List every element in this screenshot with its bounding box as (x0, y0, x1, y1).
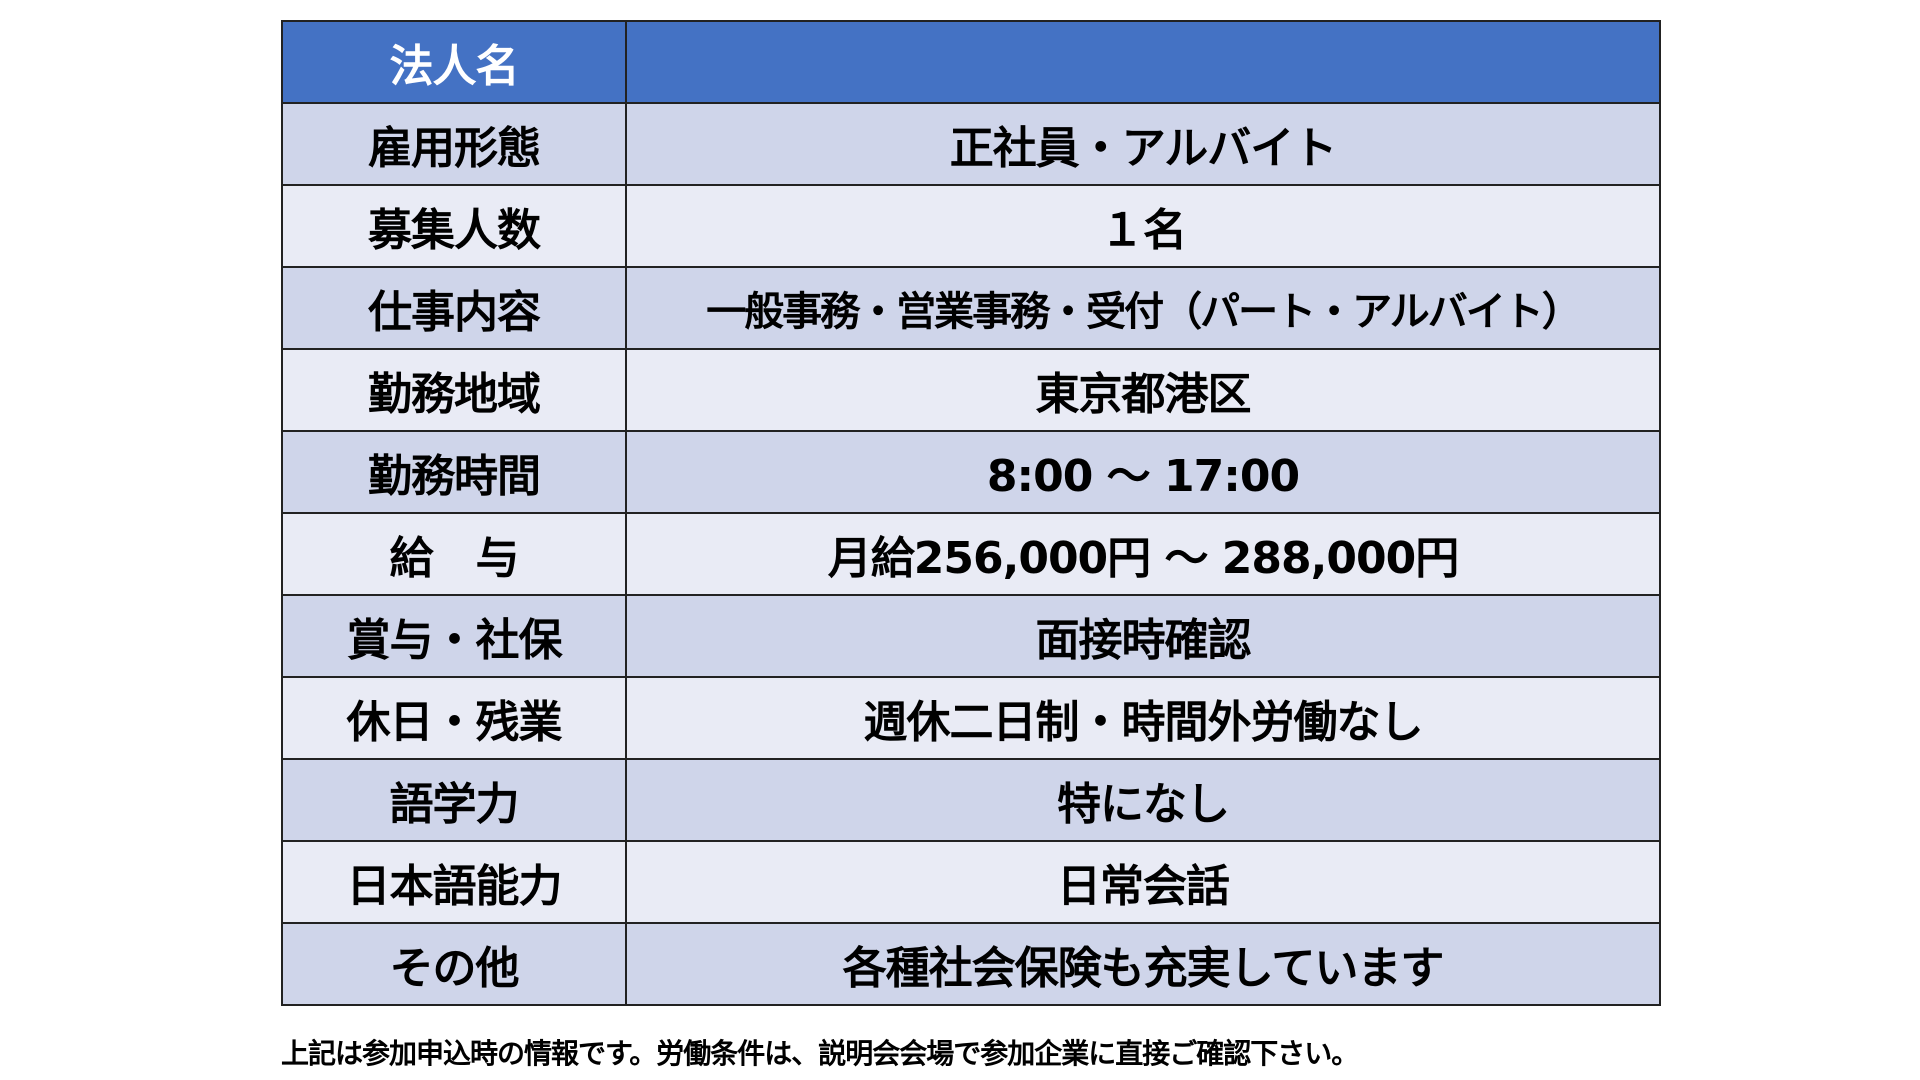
table-row: 日本語能力 日常会話 (281, 840, 1661, 924)
row-value: 日常会話 (625, 840, 1661, 924)
table-row: 休日・残業 週休二日制・時間外労働なし (281, 676, 1661, 760)
row-label: 仕事内容 (281, 266, 627, 350)
table-row: 雇用形態 正社員・アルバイト (281, 102, 1661, 186)
row-label: 休日・残業 (281, 676, 627, 760)
row-label: 勤務地域 (281, 348, 627, 432)
company-name-value (625, 20, 1661, 104)
footnote: 上記は参加申込時の情報です。労働条件は、説明会会場で参加企業に直接ご確認下さい。 (281, 1037, 1359, 1070)
row-value: 面接時確認 (625, 594, 1661, 678)
row-label: その他 (281, 922, 627, 1006)
row-value: 特になし (625, 758, 1661, 842)
row-value: 週休二日制・時間外労働なし (625, 676, 1661, 760)
row-value: 一般事務・営業事務・受付（パート・アルバイト） (625, 266, 1661, 350)
row-label: 日本語能力 (281, 840, 627, 924)
row-value: １名 (625, 184, 1661, 268)
company-name-label: 法人名 (281, 20, 627, 104)
row-label: 雇用形態 (281, 102, 627, 186)
table-row: 給 与 月給256,000円 ～ 288,000円 (281, 512, 1661, 596)
row-label: 募集人数 (281, 184, 627, 268)
row-value: 8:00 ～ 17:00 (625, 430, 1661, 514)
table-row: 募集人数 １名 (281, 184, 1661, 268)
row-label: 語学力 (281, 758, 627, 842)
row-value: 東京都港区 (625, 348, 1661, 432)
row-label: 賞与・社保 (281, 594, 627, 678)
table-row: 勤務時間 8:00 ～ 17:00 (281, 430, 1661, 514)
table-header-row: 法人名 (281, 20, 1661, 104)
row-label: 給 与 (281, 512, 627, 596)
row-value: 各種社会保険も充実しています (625, 922, 1661, 1006)
table-row: 語学力 特になし (281, 758, 1661, 842)
row-value: 正社員・アルバイト (625, 102, 1661, 186)
job-info-table: 法人名 雇用形態 正社員・アルバイト 募集人数 １名 仕事内容 一般事務・営業事… (281, 20, 1661, 1006)
row-value: 月給256,000円 ～ 288,000円 (625, 512, 1661, 596)
table-row: 勤務地域 東京都港区 (281, 348, 1661, 432)
table-row: 賞与・社保 面接時確認 (281, 594, 1661, 678)
table-row: 仕事内容 一般事務・営業事務・受付（パート・アルバイト） (281, 266, 1661, 350)
row-label: 勤務時間 (281, 430, 627, 514)
table-row: その他 各種社会保険も充実しています (281, 922, 1661, 1006)
